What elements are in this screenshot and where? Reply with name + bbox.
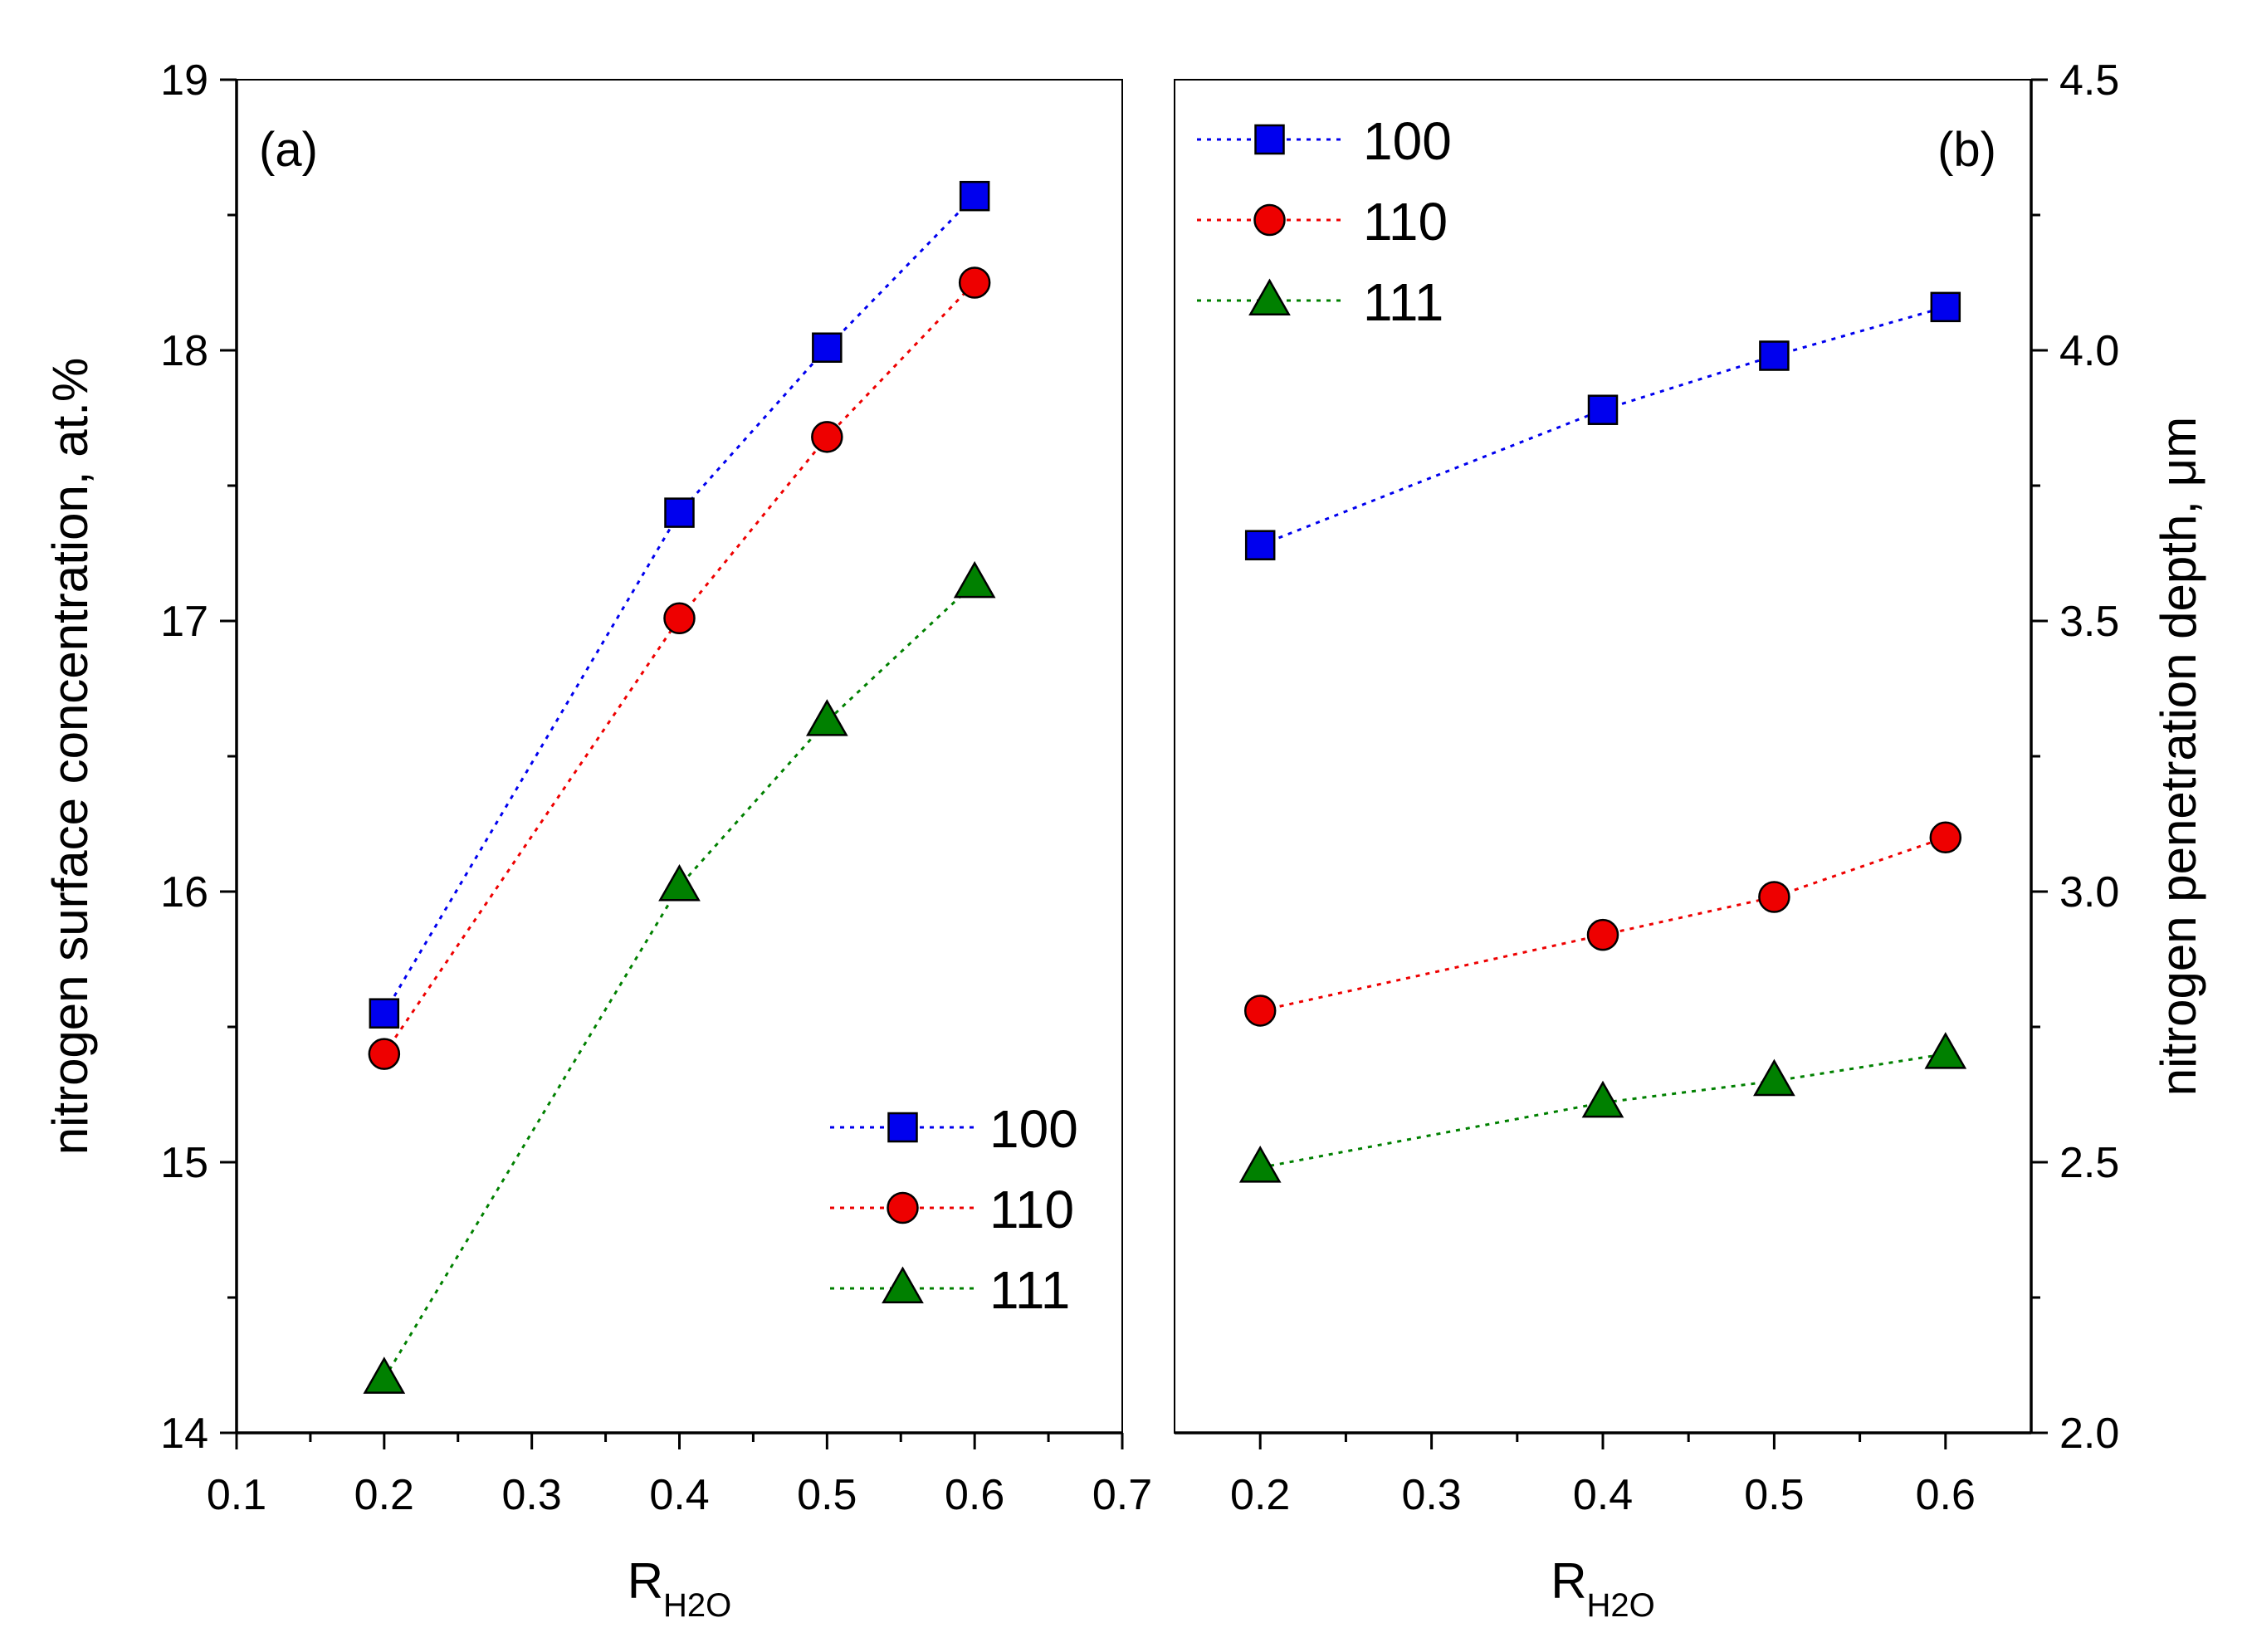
data-point-100 [1244,530,1276,560]
x-tick-label: 0.1 [207,1471,266,1519]
x-axis-title: RH2O [1551,1553,1655,1624]
legend-marker-110 [1253,203,1286,237]
x-tick-label: 0.7 [1092,1471,1152,1519]
x-tick-label: 0.2 [354,1471,414,1519]
x-tick-label: 0.5 [1744,1471,1804,1519]
x-tick-label: 0.6 [1916,1471,1976,1519]
x-axis-title: RH2O [628,1553,732,1624]
series-line-110 [383,281,976,1055]
x-tick-label: 0.4 [649,1471,709,1519]
data-point-100 [1587,394,1619,425]
x-tick-label: 0.6 [945,1471,1004,1519]
y-tick-label: 3.5 [2059,598,2119,646]
x-tick-label: 0.5 [797,1471,857,1519]
legend-marker-100 [887,1112,918,1143]
y-tick-label: 2.0 [2059,1410,2119,1458]
y-tick-label: 14 [160,1410,208,1458]
data-point-110 [368,1038,401,1070]
data-point-110 [1586,918,1619,951]
legend-marker-111 [1248,278,1291,316]
data-point-100 [664,497,695,528]
y-tick-label: 2.5 [2059,1139,2119,1187]
y-tick-label: 4.0 [2059,327,2119,375]
y-axis-title: nitrogen penetration depth, μm [2151,417,2206,1096]
legend-marker-100 [1254,124,1285,155]
series-line-111 [383,582,976,1380]
series-line-111 [1259,1053,1947,1169]
x-tick-label: 0.3 [502,1471,562,1519]
data-point-111 [953,560,996,599]
x-tick-label: 0.3 [1401,1471,1461,1519]
data-point-110 [958,266,991,299]
y-tick-label: 15 [160,1139,208,1187]
y-axis-title: nitrogen surface concentration, at.% [42,358,98,1156]
data-point-111 [1924,1032,1967,1069]
y-tick-label: 16 [160,868,208,916]
legend-label-110: 110 [989,1180,1074,1239]
y-tick-label: 17 [160,598,208,646]
panel-a: 0.1 0.2 0.3 0.4 0.5 0.6 0.7 14 15 16 17 18 19 RH2O nit… [42,56,1152,1624]
panel-b: 0.2 0.3 0.4 0.5 0.6 2.0 2.5 3.0 3.5 4.0 4.5 RH2O nit… [1174,56,2206,1624]
legend-label-100: 100 [989,1099,1078,1159]
data-point-100 [959,180,990,212]
data-point-110 [1243,995,1277,1027]
legend-label-100: 100 [1363,111,1452,171]
data-point-111 [1581,1080,1624,1118]
y-tick-label: 19 [160,56,208,105]
data-point-110 [1758,881,1790,913]
data-point-111 [658,863,701,902]
series-line-100 [383,195,976,1014]
data-point-111 [1753,1058,1795,1097]
data-point-100 [1759,340,1790,371]
series-line-100 [1259,305,1947,547]
data-point-110 [1929,821,1962,854]
legend-label-111: 111 [1363,272,1443,332]
y-tick-label: 4.5 [2059,56,2119,105]
data-point-110 [663,602,696,634]
y-tick-label: 3.0 [2059,868,2119,916]
x-tick-label: 0.4 [1573,1471,1633,1519]
legend-marker-110 [887,1191,919,1224]
data-point-111 [805,699,848,736]
legend-label-110: 110 [1363,192,1448,252]
y-tick-label: 18 [160,327,208,375]
data-point-110 [811,421,843,453]
legend-marker-111 [882,1266,924,1304]
data-point-111 [1238,1145,1282,1183]
x-tick-label: 0.2 [1230,1471,1290,1519]
series-line-110 [1259,836,1947,1012]
panel-label: (b) [1937,123,1996,177]
data-point-100 [1930,291,1961,323]
legend-label-111: 111 [989,1260,1070,1320]
data-point-100 [369,998,400,1029]
data-point-111 [363,1356,406,1394]
panel-label: (a) [259,123,318,177]
plot-frame [1174,79,2032,1434]
data-point-100 [812,332,843,363]
